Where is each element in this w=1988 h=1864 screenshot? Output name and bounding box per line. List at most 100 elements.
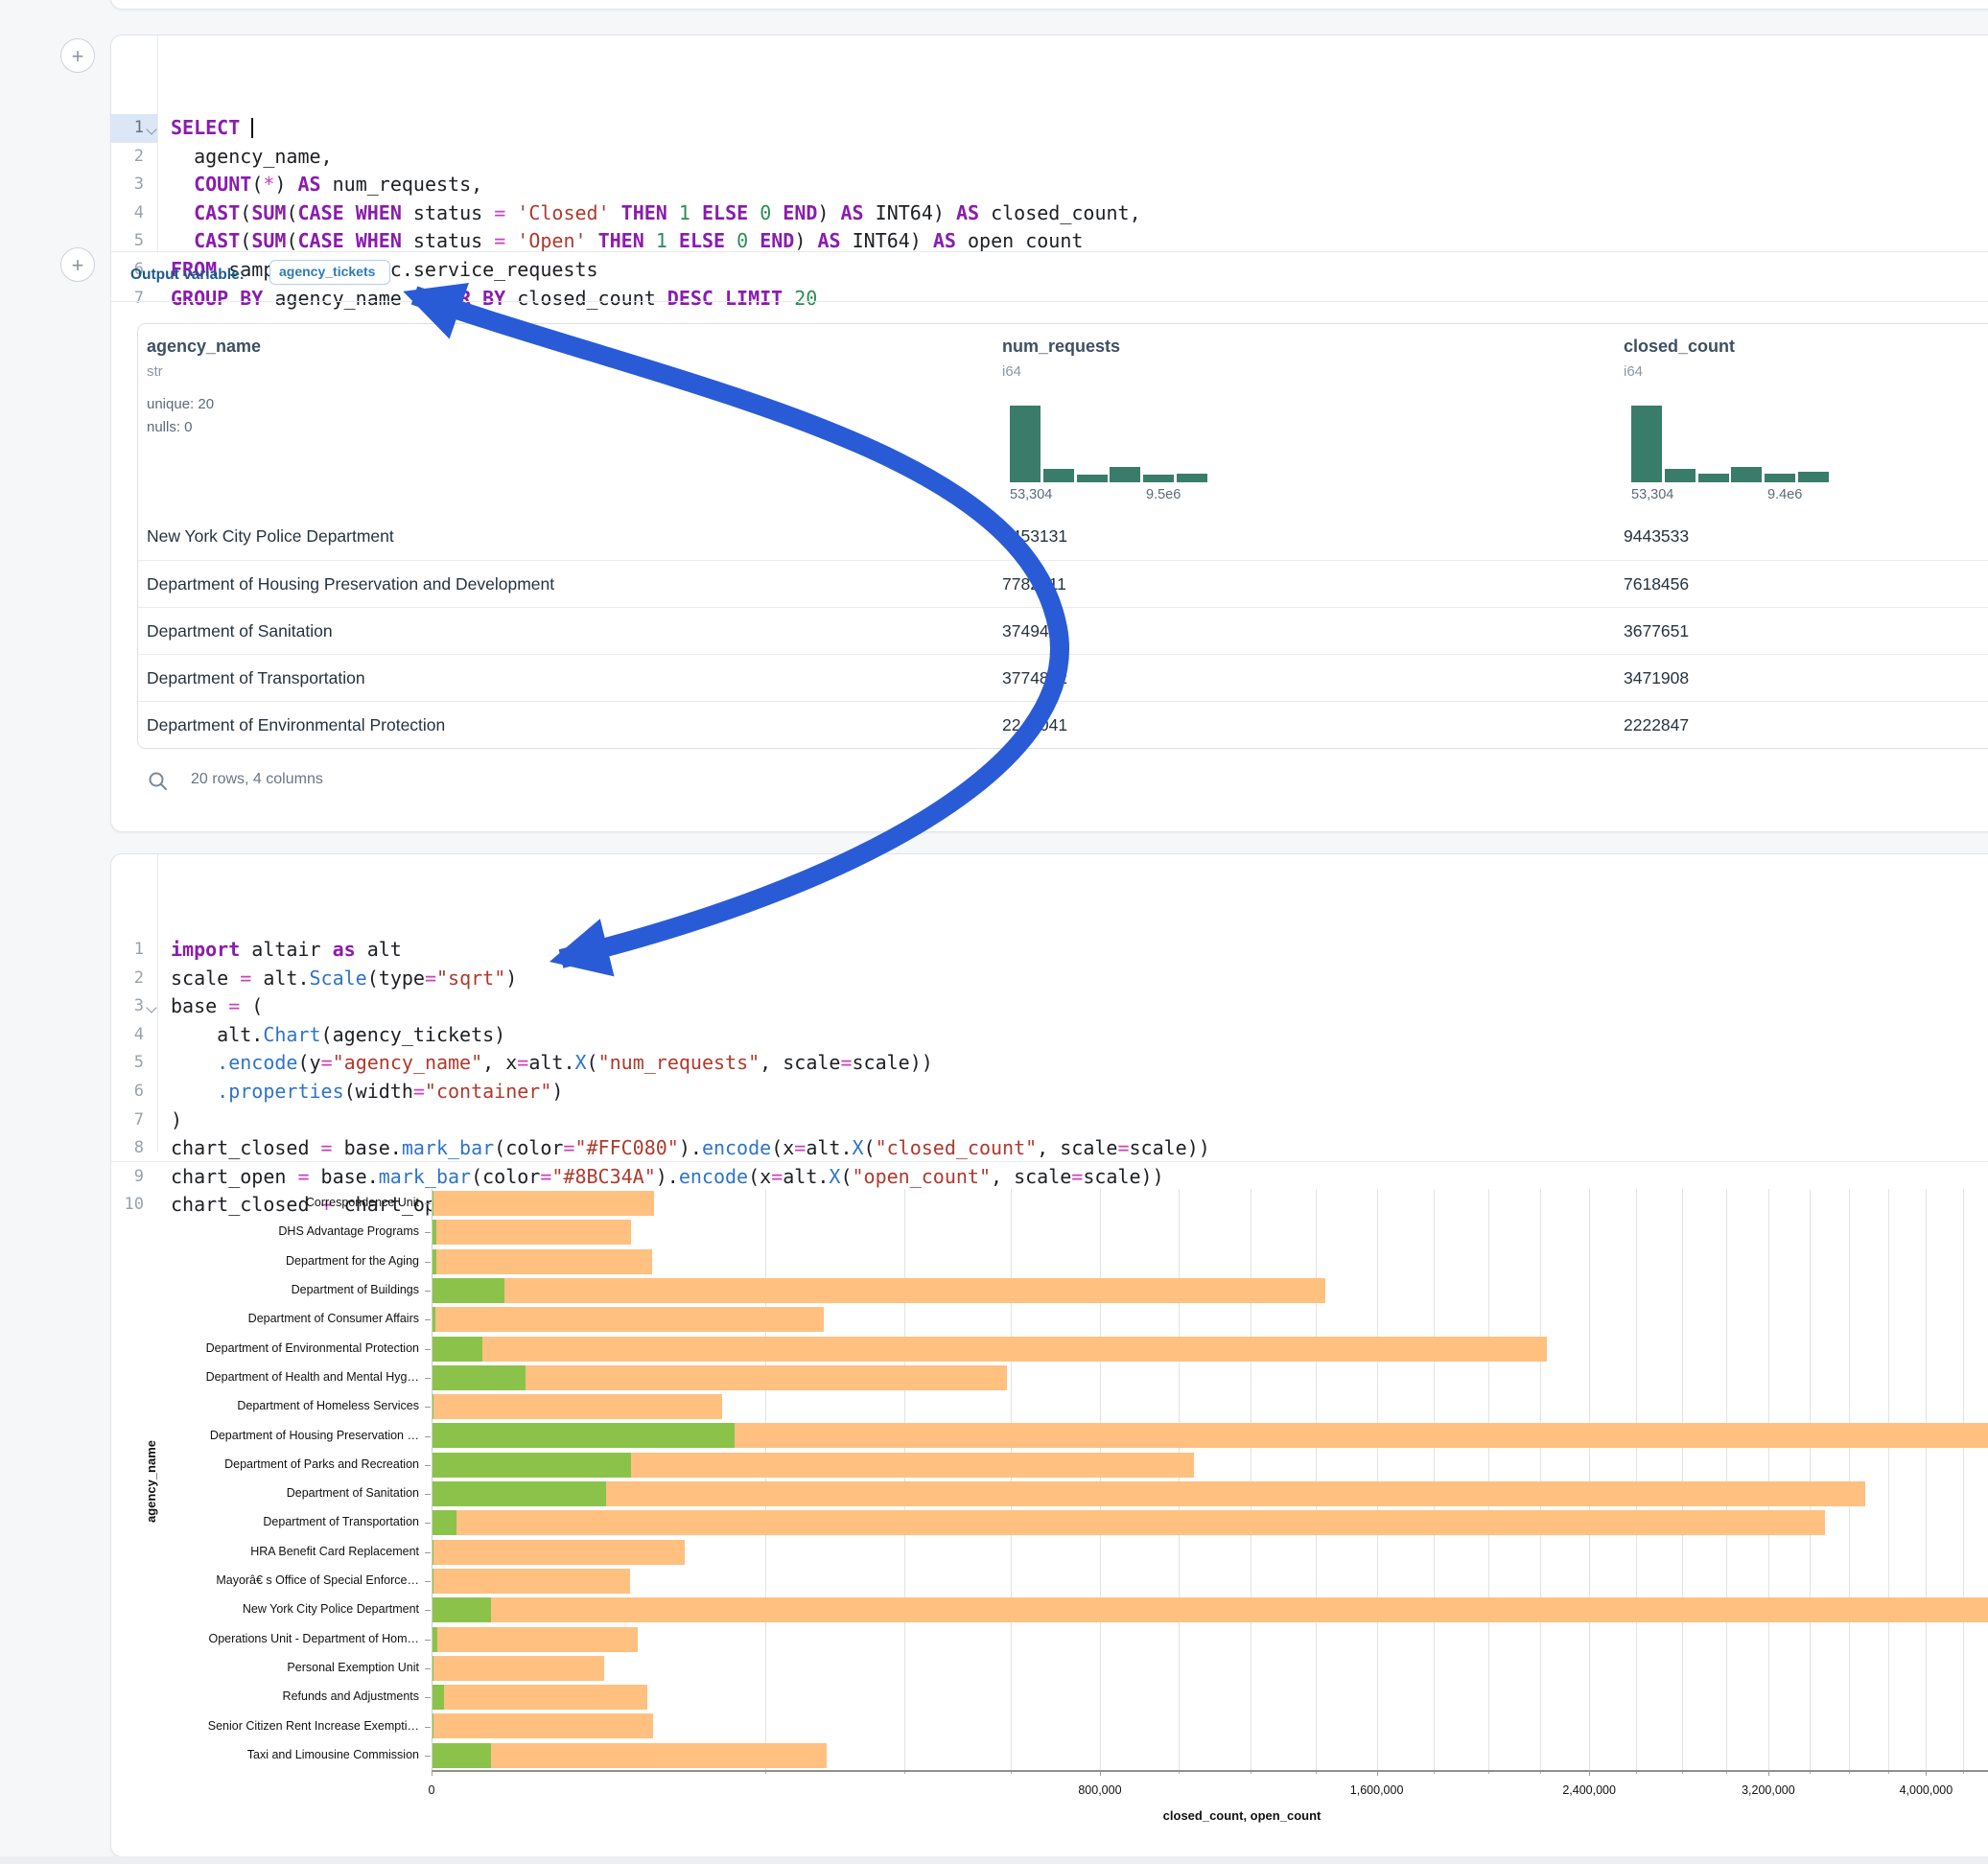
previous-cell-edge: [110, 0, 1988, 10]
table-cell: 7782211: [1002, 574, 1066, 594]
line-number: 5: [111, 1049, 157, 1078]
y-axis-label: Correspondence Unit: [111, 1196, 419, 1209]
output-variable-row: Output variable: agency_tickets: [111, 251, 1988, 301]
gridline: [1100, 1189, 1101, 1770]
code-line[interactable]: 7): [111, 1107, 1988, 1135]
line-number: 4: [111, 1021, 157, 1050]
text-cursor: [251, 118, 253, 138]
histogram-bar: [1631, 406, 1662, 482]
histogram-max-label: 9.5e6: [1146, 487, 1181, 502]
bar-closed_count: [433, 1337, 1547, 1362]
line-number: 2: [111, 965, 157, 993]
y-axis-tick: [425, 1756, 431, 1757]
x-axis-label: 3,200,000: [1742, 1783, 1795, 1797]
search-icon[interactable]: [147, 770, 170, 793]
bar-open_count: [433, 1278, 504, 1303]
gutter-divider: [157, 35, 158, 253]
bar-open_count: [433, 1743, 491, 1768]
y-axis-label: Department of Health and Mental Hyg…: [111, 1370, 419, 1384]
y-axis-label: Refunds and Adjustments: [111, 1689, 419, 1703]
bar-open_count: [433, 1597, 491, 1622]
code-line[interactable]: 5 .encode(y="agency_name", x=alt.X("num_…: [111, 1049, 1988, 1078]
bar-closed_count: [433, 1540, 685, 1565]
output-variable-pill[interactable]: agency_tickets: [269, 260, 390, 285]
bar-closed_count: [433, 1685, 647, 1710]
histogram-bar: [1110, 467, 1140, 482]
code-line[interactable]: 6 .properties(width="container"): [111, 1078, 1988, 1107]
fold-chevron-icon[interactable]: [146, 124, 156, 134]
code-line[interactable]: 1SELECT: [111, 114, 1988, 143]
histogram-bar: [1177, 474, 1207, 482]
code-line[interactable]: 2scale = alt.Scale(type="sqrt"): [111, 965, 1988, 993]
code-text: .encode(y="agency_name", x=alt.X("num_re…: [157, 1049, 933, 1078]
code-line[interactable]: 3 COUNT(*) AS num_requests,: [111, 171, 1988, 199]
bar-closed_count: [433, 1743, 827, 1768]
y-axis-label: Department of Homeless Services: [111, 1399, 419, 1412]
y-axis-tick: [425, 1378, 431, 1379]
column-header[interactable]: num_requests: [1002, 337, 1120, 357]
axis-tick: [1589, 1770, 1590, 1776]
y-axis-label: Senior Citizen Rent Increase Exempti…: [111, 1719, 419, 1733]
bar-closed_count: [433, 1481, 1865, 1506]
code-line[interactable]: 4 alt.Chart(agency_tickets): [111, 1021, 1988, 1050]
code-text: base = (: [157, 992, 263, 1021]
column-histogram: [1010, 406, 1207, 482]
fold-chevron-icon[interactable]: [146, 1003, 156, 1014]
bar-open_count: [433, 1685, 444, 1710]
line-number: 1: [111, 114, 157, 143]
sql-cell: 1SELECT 2 agency_name,3 COUNT(*) AS num_…: [110, 35, 1988, 832]
add-cell-button-output[interactable]: +: [60, 247, 95, 282]
y-axis-tick: [425, 1436, 431, 1437]
y-axis-tick: [425, 1465, 431, 1466]
histogram-bar: [1143, 475, 1174, 482]
y-axis-tick: [425, 1349, 431, 1350]
line-number: 4: [111, 199, 157, 228]
next-cell-edge: [0, 1856, 1988, 1864]
histogram-bar: [1698, 474, 1729, 482]
code-line[interactable]: 8chart_closed = base.mark_bar(color="#FF…: [111, 1134, 1988, 1163]
histogram-bar: [1665, 469, 1696, 482]
add-cell-button-top[interactable]: +: [60, 38, 95, 73]
table-cell: 3774892: [1002, 668, 1067, 688]
code-line[interactable]: 4 CAST(SUM(CASE WHEN status = 'Closed' T…: [111, 199, 1988, 228]
notebook-page: { "ui": { "add_button_label": "+", "outp…: [0, 0, 1988, 1864]
x-axis-label: 4,000,000: [1900, 1783, 1953, 1797]
x-axis-label: 1,600,000: [1350, 1783, 1404, 1797]
gutter-divider: [157, 854, 158, 1153]
code-line[interactable]: 1import altair as alt: [111, 936, 1988, 965]
bar-closed_count: [433, 1713, 653, 1738]
code-line[interactable]: 2 agency_name,: [111, 143, 1988, 172]
y-axis-tick: [425, 1262, 431, 1263]
y-axis-label: Personal Exemption Unit: [111, 1661, 419, 1674]
table-cell: New York City Police Department: [147, 526, 394, 547]
python-editor[interactable]: 1import altair as alt2scale = alt.Scale(…: [111, 854, 1988, 1153]
y-axis-tick: [425, 1552, 431, 1553]
line-number: 8: [111, 1134, 157, 1163]
sql-editor[interactable]: 1SELECT 2 agency_name,3 COUNT(*) AS num_…: [111, 35, 1988, 253]
code-text: chart_closed = base.mark_bar(color="#FFC…: [157, 1134, 1210, 1163]
bar-open_count: [433, 1453, 631, 1478]
bar-open_count: [433, 1220, 436, 1245]
table-cell: 7618456: [1624, 574, 1689, 594]
table-cell: 2240041: [1002, 715, 1067, 735]
table-row: New York City Police Department945313194…: [138, 513, 1988, 560]
code-text: ): [157, 1107, 182, 1135]
gridline: [1316, 1189, 1317, 1770]
bar-open_count: [433, 1307, 435, 1332]
y-axis-tick: [425, 1640, 431, 1641]
code-text: .properties(width="container"): [157, 1078, 563, 1107]
bar-open_count: [433, 1249, 436, 1274]
column-header[interactable]: agency_name: [147, 337, 261, 357]
altair-bar-chart: Correspondence UnitDHS Advantage Program…: [111, 1161, 1988, 1856]
y-axis-tick: [425, 1697, 431, 1698]
histogram-bar: [1077, 475, 1108, 482]
y-axis-label: Operations Unit - Department of Hom…: [111, 1632, 419, 1645]
column-header[interactable]: closed_count: [1624, 337, 1735, 357]
table-cell: 3749485: [1002, 621, 1067, 641]
gridline: [1963, 1189, 1964, 1770]
gridline: [1810, 1189, 1811, 1770]
bar-closed_count: [433, 1656, 604, 1681]
y-axis-label: Mayorâ€ s Office of Special Enforce…: [111, 1573, 419, 1587]
code-line[interactable]: 3base = (: [111, 992, 1988, 1021]
y-axis-tick: [425, 1523, 431, 1524]
